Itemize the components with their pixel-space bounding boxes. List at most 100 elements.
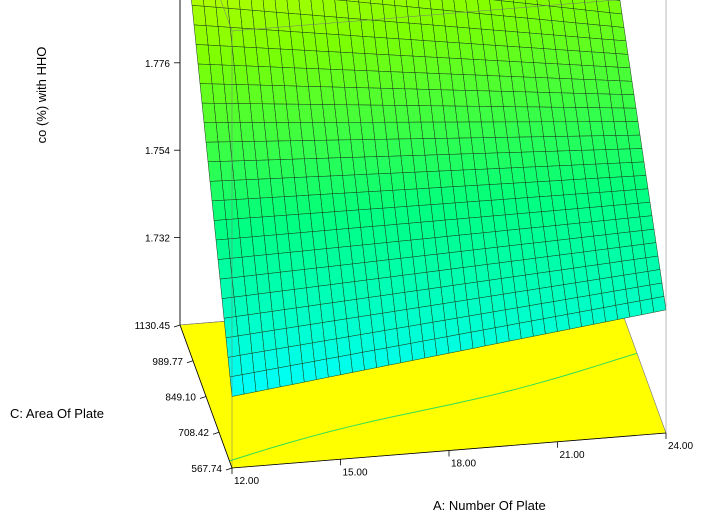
surface-cell <box>243 160 259 180</box>
surface-cell <box>412 255 428 275</box>
surface-cell <box>539 286 554 304</box>
surface-cell <box>388 258 404 278</box>
surface-cell <box>561 92 576 108</box>
surface-cell <box>412 55 428 74</box>
surface-cell <box>440 89 456 107</box>
surface-cell <box>501 276 516 295</box>
surface-cell <box>458 233 474 252</box>
surface-cell <box>462 169 478 187</box>
surface-cell <box>631 243 647 260</box>
surface-cell <box>398 38 414 57</box>
surface-cell <box>577 295 592 313</box>
surface-cell <box>390 71 406 90</box>
surface-cell <box>513 182 528 199</box>
surface-cell <box>601 290 617 308</box>
surface-cell <box>290 250 305 272</box>
surface-cell <box>593 149 609 165</box>
surface-cell <box>605 148 621 164</box>
surface-cell <box>416 88 432 107</box>
surface-cell <box>547 165 562 182</box>
surface-cell <box>221 64 237 85</box>
surface-cell <box>603 219 619 235</box>
surface-cell <box>531 136 546 153</box>
z-tick-label: 1.732 <box>145 234 170 245</box>
surface-cell <box>531 318 546 337</box>
surface-cell <box>448 57 464 75</box>
surface-cell <box>603 52 619 68</box>
surface-cell <box>213 103 229 123</box>
surface-cell <box>404 188 420 207</box>
surface-cell <box>482 231 498 249</box>
surface-cell <box>382 104 398 123</box>
surface-cell <box>585 93 601 108</box>
surface-cell <box>637 284 653 302</box>
surface-cell <box>396 21 412 40</box>
surface-cell <box>515 290 530 309</box>
surface-cell <box>440 285 456 304</box>
surface-cell <box>432 319 448 340</box>
surface-cell <box>400 155 416 173</box>
surface-cell <box>541 33 556 50</box>
surface-cell <box>491 14 506 32</box>
surface-cell <box>239 352 255 375</box>
surface-cell <box>408 121 424 140</box>
surface-cell <box>342 281 357 302</box>
surface-cell <box>456 315 472 335</box>
surface-cell <box>625 286 641 304</box>
surface-cell <box>487 168 502 185</box>
x-tick-label: 15.00 <box>343 467 368 478</box>
surface-cell <box>521 151 536 168</box>
surface-cell <box>545 63 560 79</box>
surface-cell <box>503 198 518 216</box>
surface-cell <box>344 192 359 212</box>
surface-cell <box>535 256 550 274</box>
surface-cell <box>348 122 363 141</box>
surface-cell <box>298 103 313 123</box>
surface-cell <box>273 328 289 350</box>
surface-cell <box>537 91 552 108</box>
surface-cell <box>396 223 412 242</box>
surface-cell <box>563 107 578 123</box>
surface-cell <box>497 152 512 169</box>
surface-cell <box>274 103 289 123</box>
surface-cell <box>346 316 361 337</box>
surface-cell <box>434 236 450 255</box>
surface-cell <box>615 217 631 234</box>
surface-cell <box>265 367 281 390</box>
surface-cell <box>294 287 309 309</box>
surface-cell <box>207 161 223 182</box>
surface-cell <box>428 286 444 306</box>
surface-cell <box>265 253 281 274</box>
surface-cell <box>424 253 440 273</box>
surface-cell <box>205 25 221 47</box>
surface-cell <box>241 372 257 395</box>
surface-cell <box>253 254 269 276</box>
surface-cell <box>332 86 347 106</box>
surface-cell <box>486 262 502 281</box>
surface-cell <box>577 36 593 53</box>
surface-cell <box>392 88 408 106</box>
surface-cell <box>322 320 337 342</box>
surface-cell <box>245 178 261 200</box>
surface-cell <box>537 180 552 197</box>
surface-cell <box>272 196 287 217</box>
surface-cell <box>617 148 633 164</box>
surface-cell <box>257 178 273 199</box>
surface-cell <box>314 358 329 380</box>
surface-cell <box>430 105 446 123</box>
surface-cell <box>338 139 353 158</box>
surface-cell <box>575 22 591 39</box>
surface-cell <box>261 329 277 352</box>
surface-cell <box>408 324 424 344</box>
surface-cell <box>235 314 251 337</box>
surface-cell <box>601 38 617 54</box>
surface-cell <box>533 62 548 79</box>
surface-cell <box>571 251 586 269</box>
surface-cell <box>579 309 594 327</box>
surface-cell <box>473 59 488 76</box>
surface-cell <box>557 63 572 80</box>
box-edge-front <box>220 0 233 32</box>
surface-cell <box>476 280 492 299</box>
surface-cell <box>503 106 518 123</box>
surface-cell <box>549 92 564 108</box>
